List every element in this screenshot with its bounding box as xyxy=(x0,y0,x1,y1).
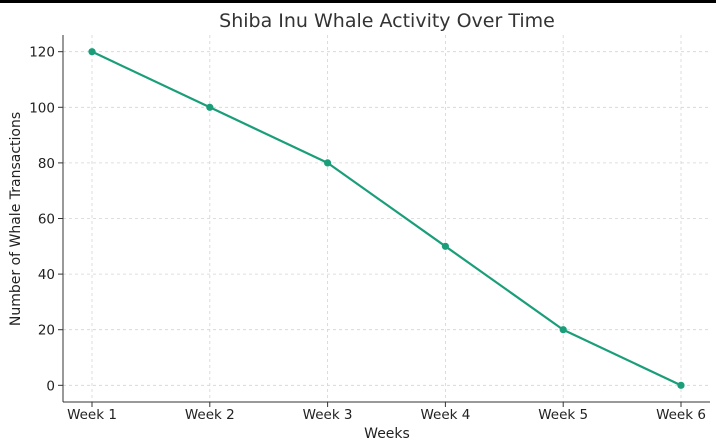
x-axis-label: Weeks xyxy=(364,426,410,441)
data-point xyxy=(324,159,332,167)
x-tick-label: Week 4 xyxy=(420,407,470,423)
data-point xyxy=(441,242,449,250)
x-tick-label: Week 1 xyxy=(67,407,117,423)
x-tick-label: Week 5 xyxy=(538,407,588,423)
series-line xyxy=(91,50,682,387)
y-tick-label: 60 xyxy=(38,212,55,228)
y-tick-label: 40 xyxy=(38,267,55,283)
y-tick-label: 100 xyxy=(29,100,55,116)
data-point xyxy=(206,103,214,111)
x-tick-label: Week 3 xyxy=(303,407,353,423)
y-tick-label: 80 xyxy=(38,156,55,172)
y-tick-label: 120 xyxy=(29,45,55,61)
window-top-border xyxy=(0,0,716,3)
chart-title: Shiba Inu Whale Activity Over Time xyxy=(219,10,555,32)
y-tick-label: 20 xyxy=(38,323,55,339)
x-tick-label: Week 6 xyxy=(656,407,706,423)
y-axis-label: Number of Whale Transactions xyxy=(8,112,24,326)
data-point xyxy=(88,48,96,56)
data-point xyxy=(559,326,567,334)
y-tick-label: 0 xyxy=(46,378,55,394)
axes-layer: Week 1 Week 2 Week 3 Week 4 Week 5 Week 6 0 20 4… xyxy=(29,35,710,423)
grid-layer xyxy=(63,35,710,402)
series-layer xyxy=(88,48,685,389)
x-tick-label: Week 2 xyxy=(185,407,235,423)
data-point xyxy=(677,381,685,389)
